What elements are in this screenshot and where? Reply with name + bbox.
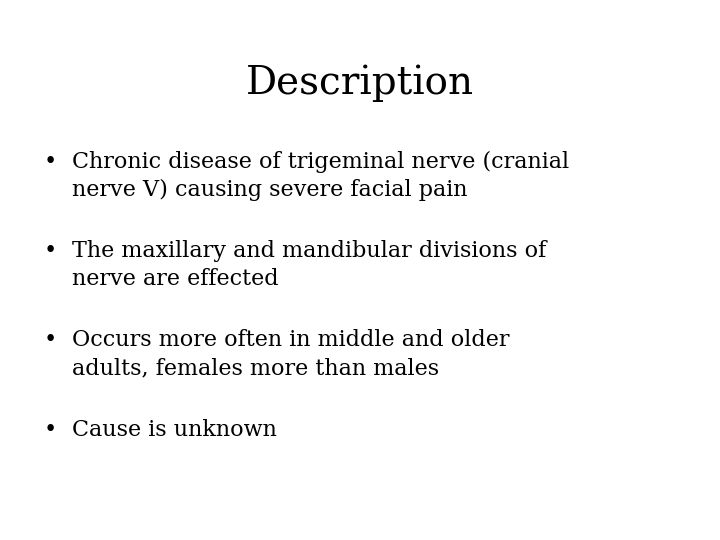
Text: •: • [44,240,57,262]
Text: Description: Description [246,65,474,102]
Text: •: • [44,151,57,173]
Text: Cause is unknown: Cause is unknown [72,418,277,441]
Text: •: • [44,418,57,441]
Text: The maxillary and mandibular divisions of
nerve are effected: The maxillary and mandibular divisions o… [72,240,546,291]
Text: Occurs more often in middle and older
adults, females more than males: Occurs more often in middle and older ad… [72,329,510,380]
Text: •: • [44,329,57,352]
Text: Chronic disease of trigeminal nerve (cranial
nerve V) causing severe facial pain: Chronic disease of trigeminal nerve (cra… [72,151,569,201]
